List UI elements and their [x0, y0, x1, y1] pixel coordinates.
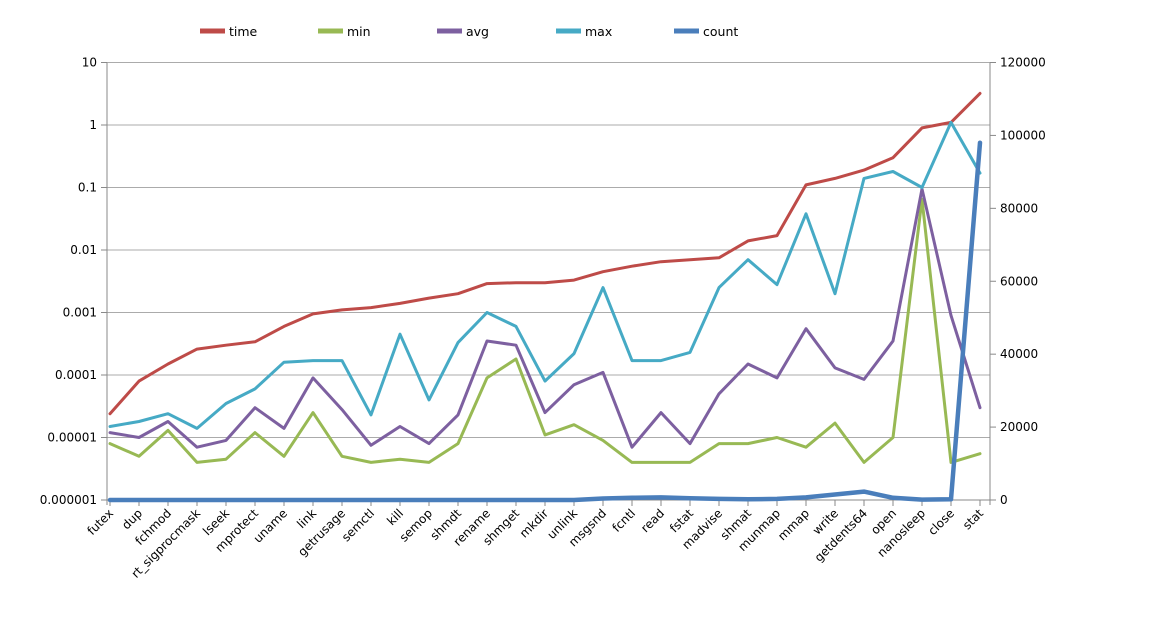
- right-axis-tick-label: 0: [1000, 493, 1008, 507]
- x-axis-tick-label: link: [294, 506, 319, 531]
- legend-label-min: min: [347, 24, 371, 39]
- gridlines: [107, 62, 990, 501]
- x-axis-tick-label: stat: [960, 506, 986, 532]
- legend-label-time: time: [229, 24, 258, 39]
- legend-item-avg: avg: [437, 24, 489, 39]
- series-line-avg: [108, 187, 982, 449]
- legend-label-count: count: [703, 24, 738, 39]
- series-line-time: [108, 91, 982, 416]
- legend-item-min: min: [318, 24, 371, 39]
- left-axis-labels: 10 1 0.1 0.01 0.001 0.0001 0.00001 0.000001: [40, 56, 107, 507]
- legend-item-max: max: [556, 24, 612, 39]
- x-axis-tick-label: kill: [384, 506, 406, 528]
- x-axis-tick-label: futex: [84, 506, 116, 538]
- legend: time min avg max count: [200, 24, 738, 39]
- series-line-max: [108, 120, 982, 430]
- x-axis-labels: futex dupfchmodrt_sigprocmasklseekmprotec…: [84, 500, 986, 581]
- left-axis-tick-label: 0.1: [78, 181, 97, 195]
- left-axis-tick-label: 1: [89, 118, 97, 132]
- x-axis-tick-label: fcntl: [610, 506, 639, 535]
- series-lines: [107, 91, 983, 503]
- legend-label-avg: avg: [466, 24, 489, 39]
- right-axis-labels: 120000 100000 80000 60000 40000 20000 0: [990, 56, 1046, 507]
- left-axis-tick-label: 0.00001: [47, 431, 97, 445]
- legend-label-max: max: [585, 24, 612, 39]
- x-axis-tick-label: mkdir: [517, 506, 551, 540]
- x-axis-tick-label: close: [925, 506, 957, 538]
- right-axis-tick-label: 100000: [1000, 128, 1046, 142]
- x-axis-tick-label: semctl: [339, 506, 377, 544]
- right-axis-tick-label: 60000: [1000, 274, 1038, 288]
- right-axis-tick-label: 80000: [1000, 201, 1038, 215]
- left-axis-tick-label: 0.000001: [40, 493, 97, 507]
- right-axis-tick-label: 120000: [1000, 56, 1046, 70]
- x-axis-tick-label: read: [638, 506, 667, 535]
- left-axis-tick-label: 0.01: [70, 243, 97, 257]
- legend-item-time: time: [200, 24, 258, 39]
- right-axis-tick-label: 20000: [1000, 420, 1038, 434]
- legend-item-count: count: [674, 24, 738, 39]
- x-axis-tick-label: semop: [397, 506, 435, 544]
- x-axis-tick-label: mmap: [775, 506, 812, 543]
- left-axis-tick-label: 10: [82, 56, 97, 70]
- right-axis-tick-label: 40000: [1000, 347, 1038, 361]
- series-line-count: [107, 140, 983, 503]
- series-line-min: [108, 197, 982, 464]
- left-axis-tick-label: 0.001: [63, 306, 97, 320]
- left-axis-tick-label: 0.0001: [55, 368, 97, 382]
